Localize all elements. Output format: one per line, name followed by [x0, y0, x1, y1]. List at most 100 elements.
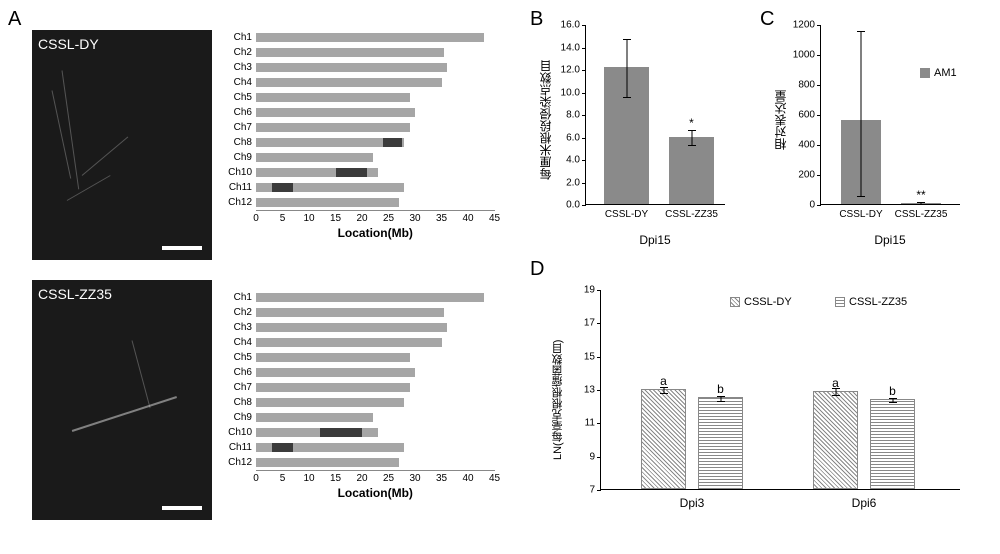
chromo-label: Ch2 [222, 47, 256, 58]
ytick-label: 1200 [793, 20, 821, 31]
chromo-bar [256, 123, 410, 132]
chromo-label: Ch5 [222, 352, 256, 363]
ytick-label: 8.0 [566, 110, 586, 121]
chromo-track [256, 198, 495, 207]
chromo-bar [256, 93, 410, 102]
legend-d-1: CSSL-DY [730, 296, 792, 308]
chromo-bar [256, 108, 415, 117]
chromo-track [256, 78, 495, 87]
chromo-segment [320, 428, 362, 437]
chromo-track [256, 398, 495, 407]
chromo-tick: 20 [356, 473, 367, 484]
chromo-tick: 25 [383, 473, 394, 484]
micrograph-label-dy: CSSL-DY [38, 36, 99, 52]
chromo-tick: 15 [330, 213, 341, 224]
micrograph-zz35: CSSL-ZZ35 [32, 280, 212, 520]
chromo-tick: 0 [253, 213, 259, 224]
chromo-axis: 051015202530354045 [256, 210, 495, 226]
xlabel: CSSL-ZZ35 [895, 209, 948, 220]
chromo-label: Ch8 [222, 397, 256, 408]
legend-d-2: CSSL-ZZ35 [835, 296, 907, 308]
chromo-track [256, 293, 495, 302]
micrograph-dy: CSSL-DY [32, 30, 212, 260]
error-cap [857, 31, 865, 32]
ylabel-c: 相对表达量 [772, 80, 789, 150]
bar [641, 389, 686, 489]
chromo-track [256, 368, 495, 377]
ytick-label: 200 [798, 170, 821, 181]
scale-bar-zz35 [162, 506, 202, 510]
bar [870, 399, 915, 489]
chromo-row: Ch2 [222, 45, 512, 60]
chromo-label: Ch10 [222, 167, 256, 178]
chromo-bar [256, 323, 447, 332]
chromo-tick: 5 [280, 213, 286, 224]
chromo-label: Ch9 [222, 412, 256, 423]
axes-b: 0.02.04.06.08.010.012.014.016.0CSSL-DY*C… [585, 25, 725, 205]
ylabel-b: 每厘米根段侵染点数目 [537, 50, 554, 180]
chromo-label: Ch4 [222, 337, 256, 348]
chromo-track [256, 93, 495, 102]
error-cap [623, 39, 631, 40]
chromo-label: Ch5 [222, 92, 256, 103]
ytick-label: 15 [584, 351, 601, 362]
chromo-label: Ch12 [222, 197, 256, 208]
ytick-label: 6.0 [566, 132, 586, 143]
title-c: Dpi15 [874, 233, 905, 247]
chromo-bar [256, 198, 399, 207]
xlabel: CSSL-DY [839, 209, 882, 220]
chromo-bar [256, 33, 484, 42]
chromo-row: Ch7 [222, 380, 512, 395]
chromo-track [256, 383, 495, 392]
chromo-tick: 40 [462, 473, 473, 484]
chromo-label: Ch4 [222, 77, 256, 88]
ytick-label: 11 [585, 418, 601, 429]
ytick-label: 12.0 [561, 65, 586, 76]
chromo-row: Ch5 [222, 350, 512, 365]
chromo-track [256, 33, 495, 42]
error-cap [717, 401, 725, 402]
chromo-track [256, 138, 495, 147]
chromo-label: Ch12 [222, 457, 256, 468]
chromo-bar [256, 368, 415, 377]
chromo-label: Ch1 [222, 32, 256, 43]
chromo-track [256, 168, 495, 177]
ytick-label: 7 [589, 485, 601, 496]
chromo-segment [336, 168, 368, 177]
chromo-track [256, 153, 495, 162]
ytick-label: 13 [584, 385, 601, 396]
chromo-bar [256, 398, 404, 407]
chromo-track [256, 428, 495, 437]
chromo-row: Ch8 [222, 135, 512, 150]
ytick-label: 14.0 [561, 42, 586, 53]
chromo-track [256, 63, 495, 72]
chromo-row: Ch9 [222, 150, 512, 165]
chromo-row: Ch9 [222, 410, 512, 425]
error-cap [889, 398, 897, 399]
chromo-row: Ch5 [222, 90, 512, 105]
chromo-bar [256, 153, 373, 162]
chromo-tick: 25 [383, 213, 394, 224]
significance-letter: b [889, 384, 896, 398]
legend-swatch-dy [730, 297, 740, 307]
chromo-label: Ch7 [222, 382, 256, 393]
chromo-track [256, 338, 495, 347]
chromo-axis: 051015202530354045 [256, 470, 495, 486]
chromo-segment [272, 443, 293, 452]
significance-marker: ** [916, 188, 925, 202]
chromo-label: Ch3 [222, 62, 256, 73]
chromo-bar [256, 308, 444, 317]
chromo-tick: 40 [462, 213, 473, 224]
chromo-track [256, 323, 495, 332]
ytick-label: 1000 [793, 50, 821, 61]
chromo-tick: 5 [280, 473, 286, 484]
chromo-label: Ch7 [222, 122, 256, 133]
chromo-chart-bottom: Ch1Ch2Ch3Ch4Ch5Ch6Ch7Ch8Ch9Ch10Ch11Ch120… [222, 290, 512, 500]
chromo-row: Ch12 [222, 455, 512, 470]
ytick-label: 2.0 [566, 177, 586, 188]
ylabel-d: LN(每毫克根根瘤菌数目) [550, 320, 566, 460]
chromo-tick: 30 [409, 473, 420, 484]
error-bar [861, 31, 862, 196]
xlabel: CSSL-DY [605, 209, 648, 220]
bar [698, 397, 743, 489]
